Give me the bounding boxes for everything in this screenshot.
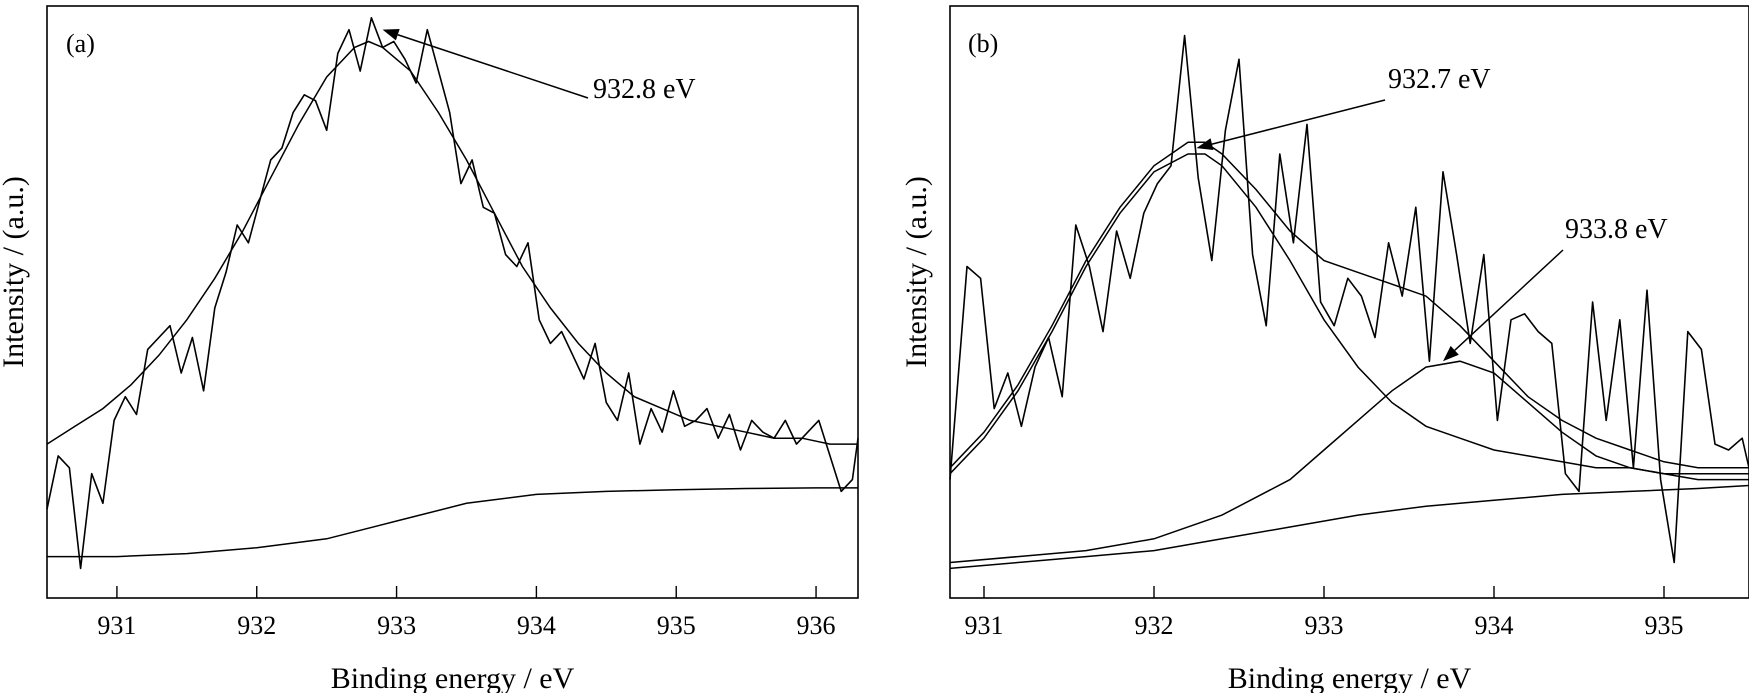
annotation-arrow-b-0 bbox=[1211, 99, 1386, 145]
y-axis-label-a: Intensity / (a.u.) bbox=[0, 176, 30, 368]
x-tick-label-b-934: 934 bbox=[1475, 611, 1514, 640]
x-tick-label-a-933: 933 bbox=[377, 611, 416, 640]
series-b-peak-932.7 bbox=[949, 153, 1749, 475]
panel-a: 931 932 933 934 935 936 Binding energy / eV Int… bbox=[0, 5, 859, 693]
annotation-arrowhead-b-0 bbox=[1196, 138, 1214, 150]
plot-frame-b bbox=[949, 5, 1749, 599]
annotation-arrow-a-0 bbox=[397, 34, 589, 99]
x-tick-label-a-932: 932 bbox=[237, 611, 276, 640]
panel-label-a: (a) bbox=[66, 29, 95, 58]
x-tick-label-a-934: 934 bbox=[517, 611, 556, 640]
series-b-background bbox=[949, 484, 1749, 570]
x-tick-label-a-931: 931 bbox=[97, 611, 136, 640]
annotation-label-b-1: 933.8 eV bbox=[1565, 214, 1668, 245]
panel-label-b: (b) bbox=[968, 29, 998, 58]
x-tick-label-b-935: 935 bbox=[1645, 611, 1684, 640]
x-tick-label-b-932: 932 bbox=[1135, 611, 1174, 640]
series-a-raw bbox=[46, 17, 859, 570]
x-axis-label-a: Binding energy / eV bbox=[331, 662, 575, 693]
series-a-fit bbox=[46, 40, 858, 445]
annotation-label-b-0: 932.7 eV bbox=[1388, 64, 1491, 95]
x-tick-label-a-935: 935 bbox=[657, 611, 696, 640]
x-tick-label-b-931: 931 bbox=[965, 611, 1004, 640]
series-a-background bbox=[47, 487, 858, 558]
plot-frame-a bbox=[46, 5, 859, 599]
series-b-peak-933.8 bbox=[949, 360, 1749, 564]
y-axis-label-b: Intensity / (a.u.) bbox=[900, 176, 933, 368]
series-b-envelope bbox=[949, 141, 1749, 469]
annotation-arrowhead-b-1 bbox=[1443, 345, 1459, 362]
annotation-label-a-0: 932.8 eV bbox=[593, 74, 696, 105]
x-axis-label-b: Binding energy / eV bbox=[1228, 662, 1472, 693]
x-tick-label-b-933: 933 bbox=[1305, 611, 1344, 640]
series-b-raw bbox=[949, 34, 1749, 564]
panel-b: 931 932 933 934 935 Binding energy / eV Intens… bbox=[900, 5, 1749, 693]
annotation-arrowhead-a-0 bbox=[382, 29, 400, 41]
x-tick-label-a-936: 936 bbox=[797, 611, 836, 640]
annotation-arrow-b-1 bbox=[1454, 249, 1564, 351]
